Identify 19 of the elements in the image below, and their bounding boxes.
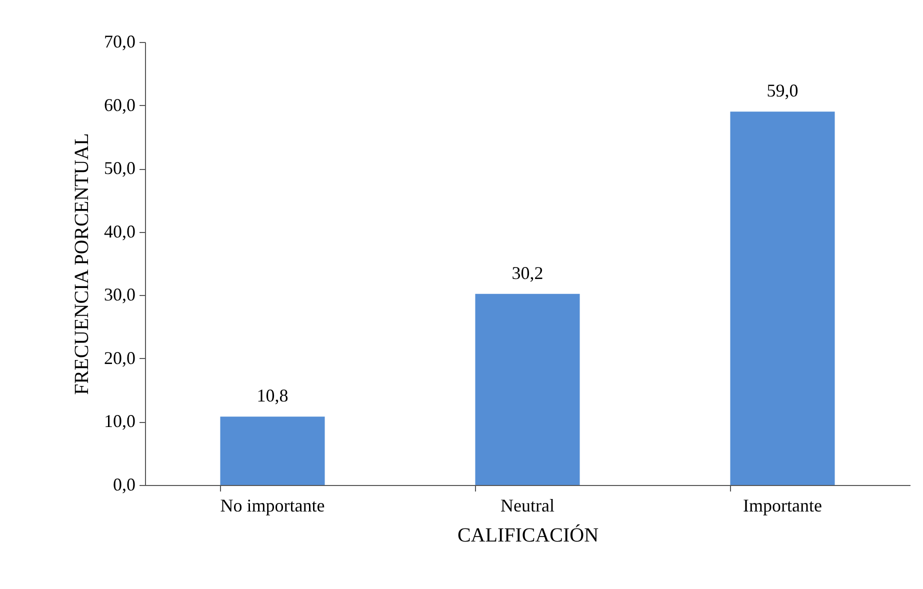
bar [730,112,835,485]
y-axis-title: FRECUENCIA PORCENTUAL [71,133,93,395]
y-tick-label: 70,0 [104,32,136,52]
bar [220,416,325,485]
data-label: 59,0 [766,80,798,101]
y-tick-label: 60,0 [104,94,136,115]
data-label: 10,8 [256,386,288,406]
x-tick-label: Neutral [500,496,554,516]
bar [475,294,580,485]
x-tick-label: No importante [220,496,325,516]
y-tick-label: 0,0 [113,474,136,494]
x-tick-label: Importante [743,496,822,516]
y-tick-label: 40,0 [104,221,136,242]
y-tick-label: 30,0 [104,284,136,305]
y-tick-label: 10,0 [104,411,136,432]
y-tick-label: 50,0 [104,158,136,178]
y-tick-label: 20,0 [104,348,136,368]
data-label: 30,2 [512,262,544,283]
x-axis-title: CALIFICACIÓN [457,524,599,546]
